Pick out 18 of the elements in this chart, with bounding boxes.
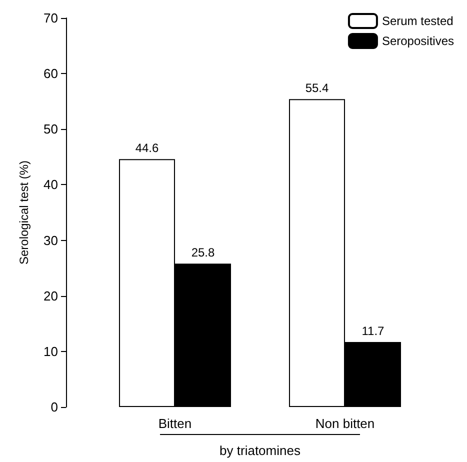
data-label: 55.4 <box>305 81 329 96</box>
y-tick-label: 10 <box>44 344 58 359</box>
data-label: 11.7 <box>362 324 385 338</box>
y-tick-label: 20 <box>44 288 58 304</box>
y-tick-label: 40 <box>44 177 58 192</box>
data-label: 25.8 <box>191 246 215 260</box>
x-axis-title: by triatomines <box>220 443 301 458</box>
legend-label: Serum tested <box>382 14 454 28</box>
y-tick-label: 60 <box>44 66 58 82</box>
y-tick-label: 50 <box>44 122 58 137</box>
y-tick-label: 0 <box>50 400 58 414</box>
x-tick-label: Bitten <box>158 416 192 431</box>
y-axis-title: Serological test (%) <box>17 160 31 265</box>
y-tick-label: 70 <box>44 10 58 26</box>
data-label: 44.6 <box>135 141 159 156</box>
legend-label: Seropositives <box>382 34 454 48</box>
y-tick-label: 30 <box>44 232 58 248</box>
x-tick-label: Non bitten <box>315 416 375 431</box>
